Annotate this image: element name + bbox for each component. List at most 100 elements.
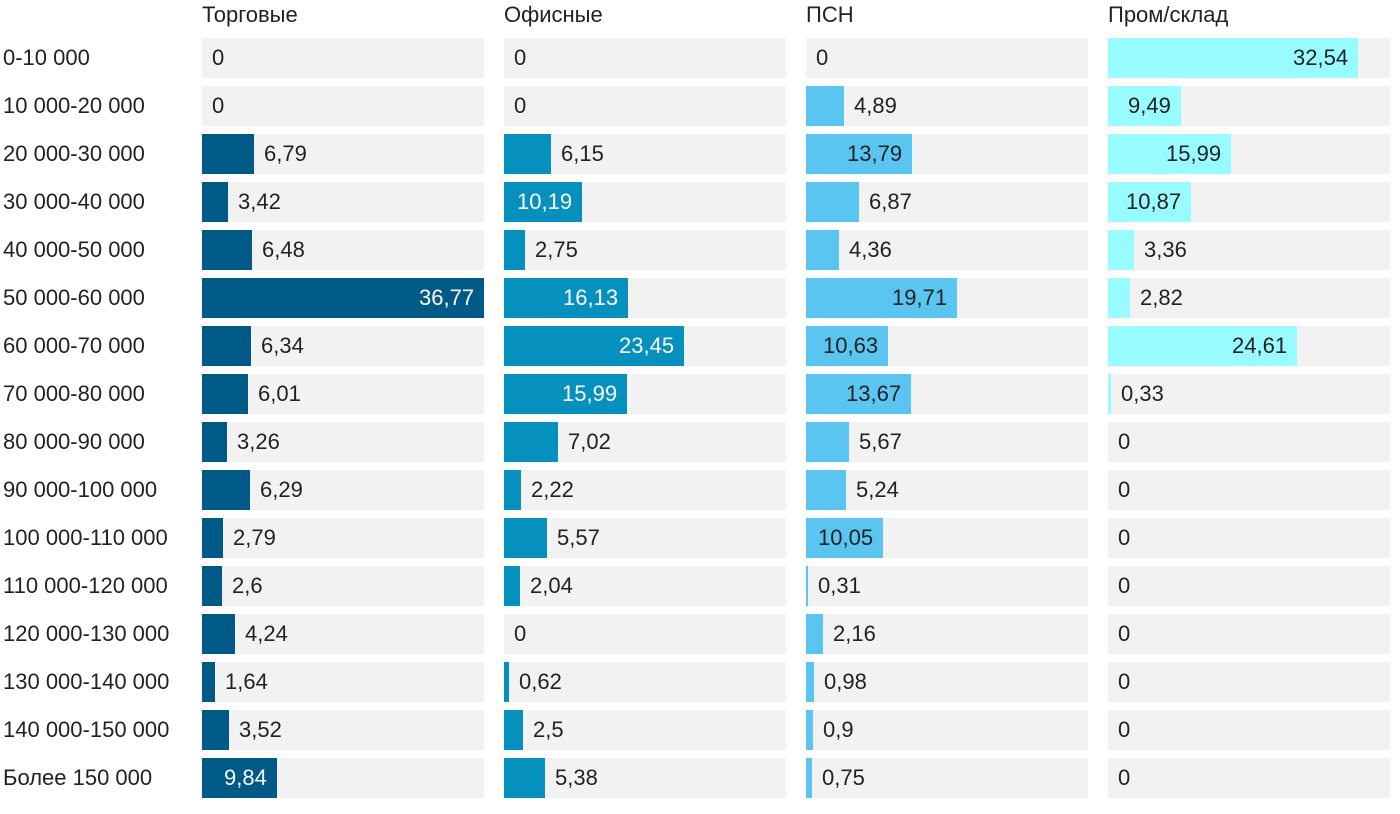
series-title: Торговые [202, 2, 298, 27]
bar-track [806, 614, 1088, 654]
bar-track [806, 230, 1088, 270]
bar-track [806, 566, 1088, 606]
bar-track [806, 422, 1088, 462]
bar [806, 86, 844, 126]
bar-track [806, 758, 1088, 798]
bar-track [202, 86, 484, 126]
data-label: 2,79 [233, 525, 276, 550]
data-label: 19,71 [892, 285, 948, 310]
category-label: 40 000-50 000 [3, 237, 145, 262]
bar-track [202, 374, 484, 414]
bar [504, 278, 628, 318]
bar-track [806, 470, 1088, 510]
data-label: 0,33 [1121, 381, 1164, 406]
bar [806, 566, 808, 606]
data-label: 6,34 [261, 333, 304, 358]
bar [806, 614, 823, 654]
data-label: 0 [212, 93, 225, 118]
bar [504, 230, 525, 270]
bar [202, 134, 254, 174]
data-label: 9,49 [1128, 93, 1171, 118]
data-label: 23,45 [619, 333, 675, 358]
bar [1108, 326, 1297, 366]
bar [504, 662, 509, 702]
data-label: 0 [1118, 477, 1131, 502]
bar [202, 710, 229, 750]
bar [806, 758, 812, 798]
data-label: 4,89 [854, 93, 897, 118]
bar [806, 710, 813, 750]
data-label: 13,79 [847, 141, 903, 166]
bar [202, 566, 222, 606]
bar-track [1108, 614, 1390, 654]
bar-track [202, 566, 484, 606]
bar-track [504, 614, 786, 654]
bar-track [202, 614, 484, 654]
data-label: 0 [816, 45, 829, 70]
bar [806, 518, 883, 558]
bar [806, 326, 888, 366]
bar-track [1108, 518, 1390, 558]
data-label: 2,75 [535, 237, 578, 262]
data-label: 0 [1118, 429, 1131, 454]
bar [1108, 230, 1134, 270]
bar-track [1108, 470, 1390, 510]
data-label: 0 [1118, 765, 1131, 790]
bar [806, 422, 849, 462]
data-label: 0 [514, 621, 527, 646]
bar [806, 182, 859, 222]
bar [202, 374, 248, 414]
bar [202, 470, 250, 510]
data-label: 3,42 [238, 189, 281, 214]
data-label: 4,24 [245, 621, 288, 646]
data-label: 9,84 [224, 765, 267, 790]
data-label: 6,48 [262, 237, 305, 262]
data-label: 0,75 [822, 765, 865, 790]
data-label: 3,26 [237, 429, 280, 454]
series-title: Офисные [504, 2, 603, 27]
data-label: 0 [1118, 621, 1131, 646]
data-label: 10,63 [823, 333, 879, 358]
bar-track [202, 38, 484, 78]
category-label: 30 000-40 000 [3, 189, 145, 214]
category-label: 140 000-150 000 [3, 717, 170, 742]
bar [202, 422, 227, 462]
category-label: 0-10 000 [3, 45, 90, 70]
bar-track [1108, 566, 1390, 606]
bar-track [1108, 278, 1390, 318]
data-label: 0 [514, 93, 527, 118]
data-label: 6,15 [561, 141, 604, 166]
bar [806, 470, 846, 510]
data-label: 5,38 [555, 765, 598, 790]
bar-track [1108, 230, 1390, 270]
bar [1108, 86, 1181, 126]
category-label: 120 000-130 000 [3, 621, 170, 646]
bar-track [202, 518, 484, 558]
data-label: 5,24 [856, 477, 899, 502]
bar [202, 326, 251, 366]
data-label: 10,19 [517, 189, 573, 214]
data-label: 3,36 [1144, 237, 1187, 262]
bar-track [504, 86, 786, 126]
bar [202, 182, 228, 222]
series-title: Пром/склад [1108, 2, 1229, 27]
bar-track [202, 710, 484, 750]
bar-track [202, 422, 484, 462]
bar-track [202, 662, 484, 702]
category-label: 100 000-110 000 [3, 525, 168, 550]
bar-track [1108, 662, 1390, 702]
data-label: 16,13 [563, 285, 619, 310]
data-label: 10,87 [1126, 189, 1182, 214]
bar-track [504, 518, 786, 558]
bar-track [504, 710, 786, 750]
bar [504, 470, 521, 510]
data-label: 1,64 [225, 669, 268, 694]
bar [1108, 374, 1111, 414]
bar [202, 278, 484, 318]
bar-track [504, 38, 786, 78]
data-label: 2,04 [530, 573, 573, 598]
category-label: 80 000-90 000 [3, 429, 145, 454]
data-label: 2,6 [232, 573, 263, 598]
data-label: 0,31 [818, 573, 861, 598]
